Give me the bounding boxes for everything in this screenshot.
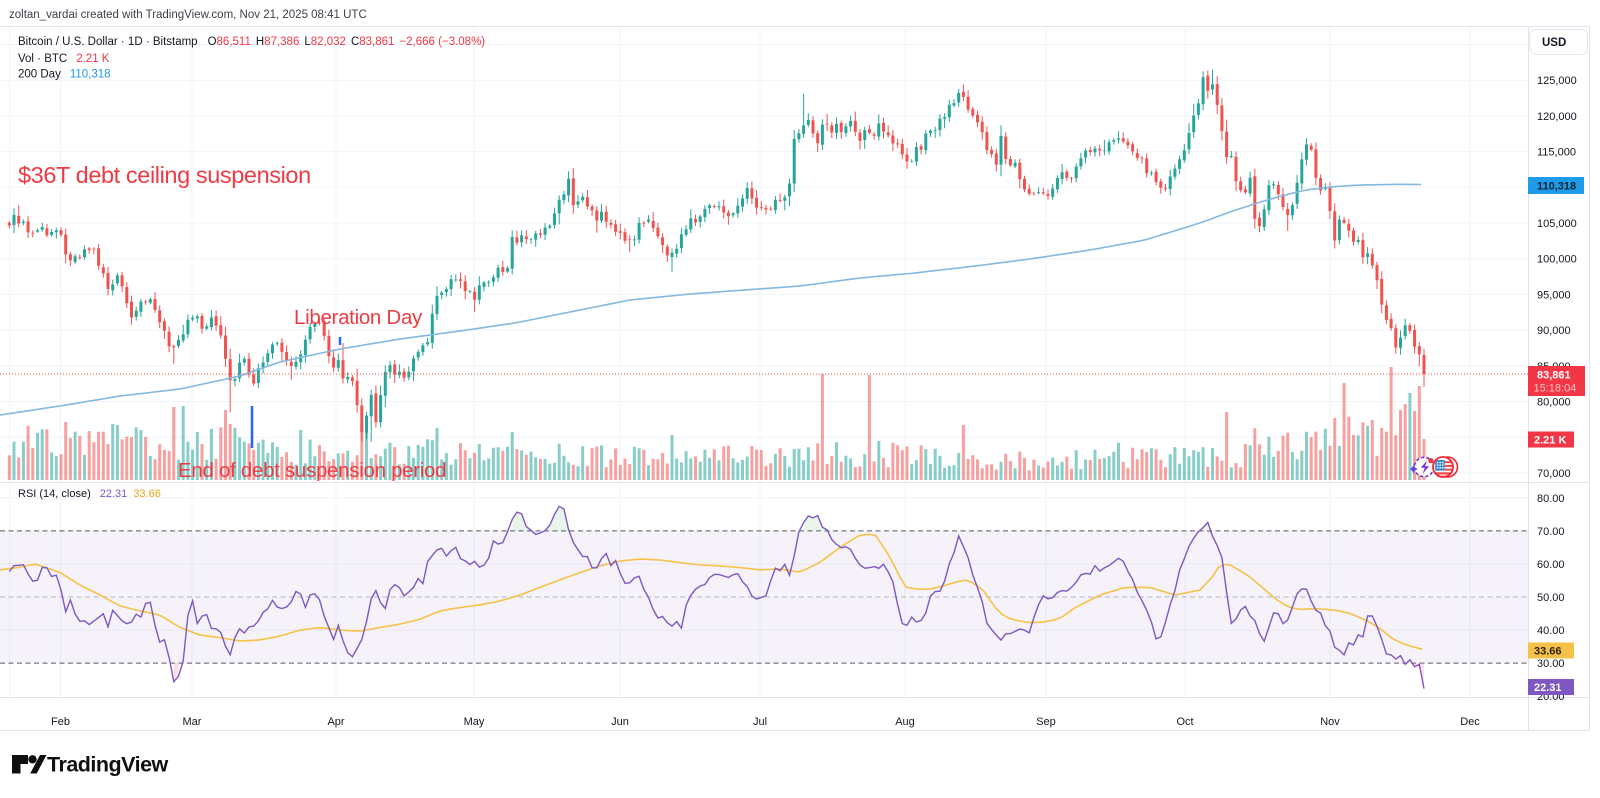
svg-text:80.00: 80.00 (1537, 493, 1565, 505)
svg-text:95,000: 95,000 (1537, 289, 1571, 301)
svg-text:Nov: Nov (1320, 716, 1340, 728)
svg-text:Aug: Aug (895, 716, 915, 728)
svg-text:60.00: 60.00 (1537, 559, 1565, 571)
svg-text:80,000: 80,000 (1537, 397, 1571, 409)
svg-text:50.00: 50.00 (1537, 592, 1565, 604)
svg-text:Feb: Feb (51, 716, 70, 728)
svg-text:90,000: 90,000 (1537, 325, 1571, 337)
svg-text:70,000: 70,000 (1537, 468, 1571, 480)
svg-text:Jun: Jun (611, 716, 629, 728)
svg-text:Mar: Mar (183, 716, 202, 728)
svg-text:May: May (464, 716, 485, 728)
svg-text:Oct: Oct (1176, 716, 1193, 728)
svg-text:105,000: 105,000 (1537, 218, 1577, 230)
svg-text:33.66: 33.66 (1534, 646, 1562, 658)
svg-text:100,000: 100,000 (1537, 254, 1577, 266)
svg-text:TradingView: TradingView (47, 753, 169, 777)
svg-text:115,000: 115,000 (1537, 147, 1576, 159)
svg-text:70.00: 70.00 (1537, 526, 1565, 538)
svg-text:USD: USD (1542, 37, 1566, 49)
svg-text:110,318: 110,318 (1537, 181, 1576, 193)
svg-text:Sep: Sep (1036, 716, 1056, 728)
svg-text:Jul: Jul (753, 716, 767, 728)
svg-text:Dec: Dec (1460, 716, 1480, 728)
svg-text:zoltan_vardai created with Tra: zoltan_vardai created with TradingView.c… (9, 9, 367, 21)
svg-text:40.00: 40.00 (1537, 625, 1565, 637)
svg-text:125,000: 125,000 (1537, 75, 1577, 87)
svg-text:Bitcoin / U.S. Dollar · 1D · B: Bitcoin / U.S. Dollar · 1D · Bitstamp O86… (18, 36, 485, 48)
svg-text:$36T debt ceiling suspension: $36T debt ceiling suspension (18, 162, 311, 188)
svg-text:30.00: 30.00 (1537, 658, 1565, 670)
svg-text:Apr: Apr (327, 716, 344, 728)
svg-text:End of debt suspension period: End of debt suspension period (178, 459, 446, 482)
svg-text:2.21 K: 2.21 K (1534, 435, 1566, 447)
svg-text:22.31: 22.31 (1534, 682, 1562, 694)
svg-text:83,861: 83,861 (1537, 370, 1571, 382)
svg-text:Liberation Day: Liberation Day (294, 306, 423, 329)
svg-text:15:18:04: 15:18:04 (1534, 383, 1577, 395)
svg-text:120,000: 120,000 (1537, 111, 1577, 123)
